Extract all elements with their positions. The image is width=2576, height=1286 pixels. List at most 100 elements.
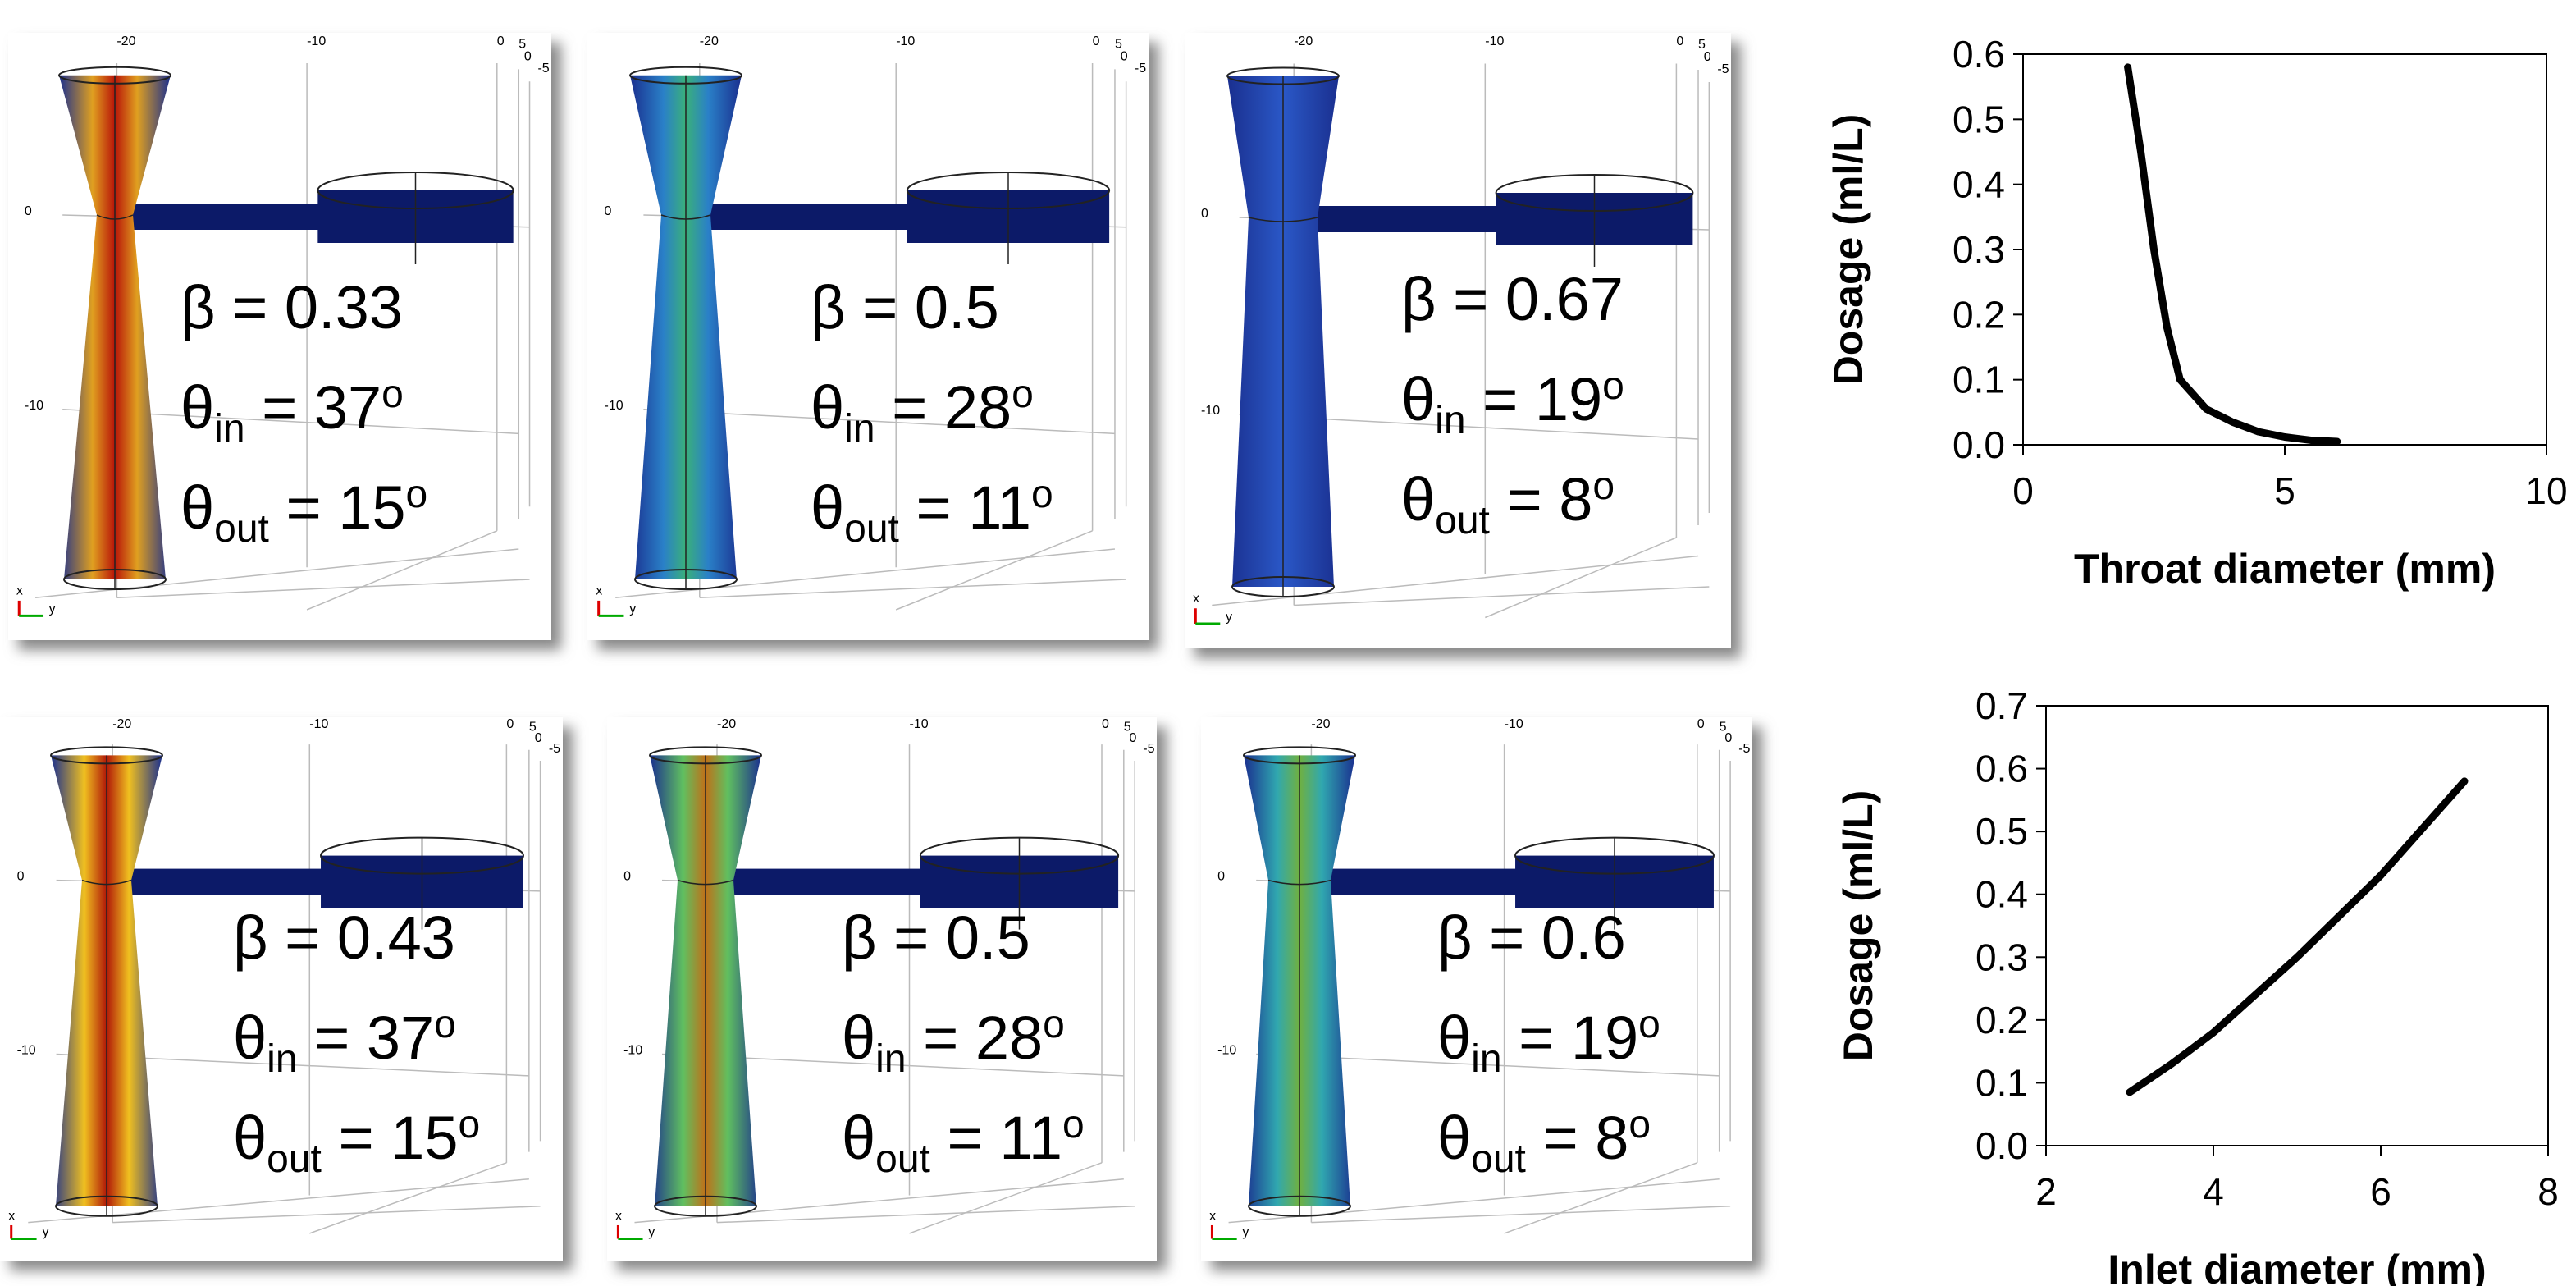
axis-text-3d: -5 xyxy=(1738,742,1750,756)
axis-text-3d: -20 xyxy=(1311,717,1330,731)
superscript: o xyxy=(434,1003,456,1046)
axis-text-3d: 0 xyxy=(25,204,32,218)
axis-text-3d: -10 xyxy=(1217,1043,1236,1057)
value: = 37 xyxy=(298,1004,435,1072)
axis-text-3d: 0 xyxy=(1093,34,1100,48)
axis-text-3d: 0 xyxy=(1102,717,1109,731)
y-axis-label: Dosage (ml/L) xyxy=(1825,114,1871,386)
axis-text-3d: y xyxy=(49,602,56,616)
value: = 8 xyxy=(1526,1104,1629,1172)
axis-text-3d: -5 xyxy=(537,62,549,76)
y-tick-label: 0.6 xyxy=(1975,748,2028,790)
axis-text-3d: 0 xyxy=(17,870,25,884)
subscript: out xyxy=(844,507,899,551)
axis-text-3d: 0 xyxy=(1121,49,1128,63)
data-line xyxy=(2128,67,2337,442)
outlet-pipe xyxy=(706,869,937,895)
y-tick-label: 0.1 xyxy=(1953,359,2005,401)
axis-text-3d: -20 xyxy=(717,717,736,731)
subscript: out xyxy=(267,1137,322,1181)
value: = 11 xyxy=(930,1104,1062,1172)
axis-text-3d: -10 xyxy=(17,1043,36,1057)
axis-text-3d: 0 xyxy=(506,717,514,731)
beta-label: β = 0.67 xyxy=(1401,265,1624,333)
axis-text-3d: 0 xyxy=(524,49,532,63)
x-axis-label: Throat diameter (mm) xyxy=(2074,546,2496,592)
axis-text-3d: 0 xyxy=(497,34,505,48)
x-tick-label: 5 xyxy=(2274,469,2295,512)
subscript: in xyxy=(1435,399,1465,442)
axis-text-3d: 0 xyxy=(535,731,542,745)
y-tick-label: 0.4 xyxy=(1975,873,2028,916)
superscript: o xyxy=(1012,373,1034,416)
axis-text-3d: -5 xyxy=(1717,62,1729,76)
axis-text-3d: -20 xyxy=(1294,34,1313,48)
symbol: θ xyxy=(811,474,844,542)
figure: -20-10050-50-10xyβ = 0.33θin = 37oθout =… xyxy=(0,0,2576,1286)
superscript: o xyxy=(1031,473,1053,516)
axis-text-3d: 0 xyxy=(1130,731,1137,745)
axis-text-3d: -5 xyxy=(549,742,560,756)
x-tick-label: 4 xyxy=(2203,1170,2224,1213)
axis-text-3d: -20 xyxy=(116,34,135,48)
axis-text-3d: 0 xyxy=(1201,207,1208,221)
axis-text-3d: y xyxy=(1242,1225,1249,1239)
axis-text-3d: 0 xyxy=(1697,717,1705,731)
value: = 11 xyxy=(899,474,1031,542)
axis-text-3d: x xyxy=(596,584,602,598)
x-tick-label: 2 xyxy=(2035,1170,2057,1213)
subscript: out xyxy=(1435,499,1490,542)
beta-label: β = 0.5 xyxy=(811,273,999,341)
value: = 15 xyxy=(322,1104,459,1172)
theta-out-label: θout = 8o xyxy=(1401,465,1615,542)
chart: 0.00.10.20.30.40.50.60.72468Inlet diamet… xyxy=(1835,684,2559,1286)
x-axis-label: Inlet diameter (mm) xyxy=(2108,1247,2486,1286)
axis-text-3d: 0 xyxy=(1704,50,1711,64)
superscript: o xyxy=(1628,1103,1651,1146)
data-line xyxy=(2130,781,2464,1092)
y-tick-label: 0.2 xyxy=(1975,999,2028,1041)
y-tick-label: 0.7 xyxy=(1975,684,2028,727)
value: = 8 xyxy=(1490,465,1593,533)
axis-text-3d: -10 xyxy=(605,399,623,413)
beta-label: β = 0.5 xyxy=(842,904,1030,972)
axis-text-3d: -5 xyxy=(1143,742,1154,756)
axis-text-3d: 0 xyxy=(605,204,612,218)
superscript: o xyxy=(459,1103,481,1146)
axis-text-3d: x xyxy=(1193,592,1199,606)
subscript: in xyxy=(1471,1037,1501,1081)
axis-text-3d: x xyxy=(615,1209,622,1223)
axis-text-3d: -10 xyxy=(309,717,328,731)
value: = 28 xyxy=(875,373,1012,442)
axis-text-3d: x xyxy=(8,1209,15,1223)
axis-text-3d: x xyxy=(1209,1209,1216,1223)
beta-label: β = 0.33 xyxy=(180,273,403,341)
symbol: θ xyxy=(180,373,214,442)
y-tick-label: 0.6 xyxy=(1953,33,2005,76)
symbol: θ xyxy=(842,1004,875,1072)
subscript: out xyxy=(214,507,269,551)
superscript: o xyxy=(381,373,404,416)
outlet-pipe xyxy=(107,869,338,895)
y-tick-label: 0.3 xyxy=(1975,936,2028,978)
value: = 15 xyxy=(269,474,406,542)
superscript: o xyxy=(1602,364,1624,408)
beta-label: β = 0.6 xyxy=(1437,904,1626,972)
symbol: θ xyxy=(180,474,214,542)
axis-text-3d: -10 xyxy=(1201,404,1220,418)
value: = 37 xyxy=(245,373,382,442)
subscript: in xyxy=(214,407,244,451)
outlet-pipe xyxy=(686,204,924,230)
theta-in-label: θin = 19o xyxy=(1401,364,1624,442)
y-tick-label: 0.0 xyxy=(1975,1124,2028,1167)
y-tick-label: 0.1 xyxy=(1975,1061,2028,1104)
x-tick-label: 0 xyxy=(2012,469,2034,512)
theta-in-label: θin = 19o xyxy=(1437,1003,1660,1081)
axis-text-3d: -10 xyxy=(1485,34,1504,48)
symbol: θ xyxy=(233,1104,267,1172)
y-tick-label: 0.0 xyxy=(1953,423,2005,466)
symbol: θ xyxy=(1437,1004,1471,1072)
x-tick-label: 10 xyxy=(2525,469,2567,512)
